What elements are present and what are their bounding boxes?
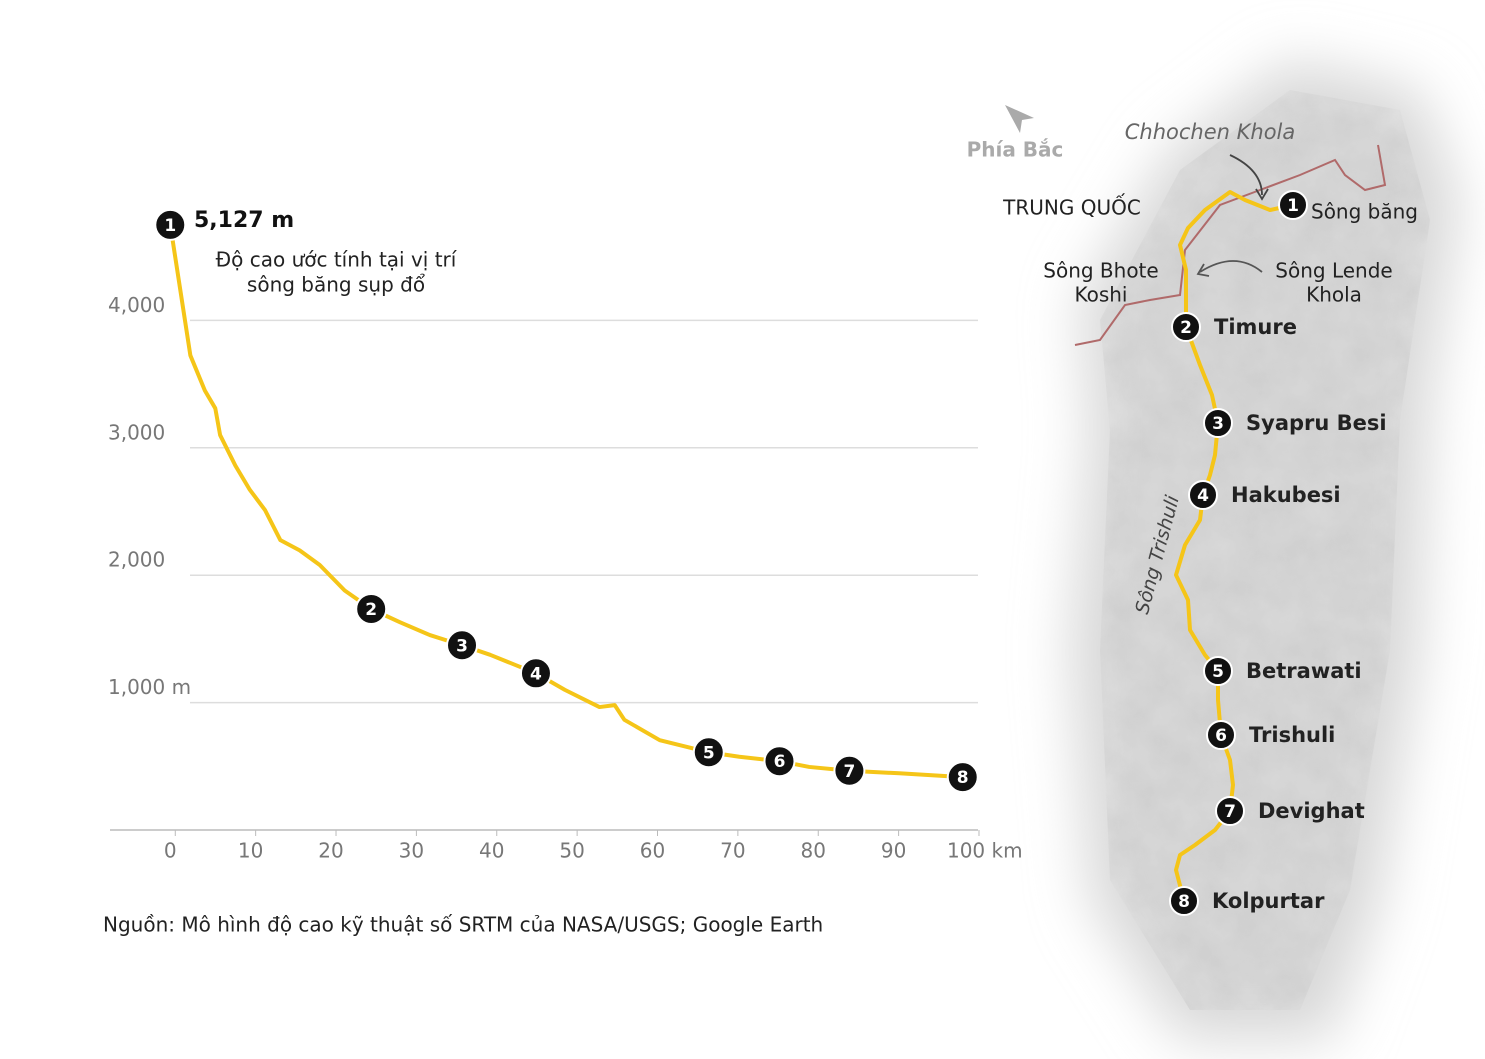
x-tick-label: 20 [318, 839, 343, 863]
x-tick-label: 80 [801, 839, 826, 863]
stop-marker [1215, 796, 1245, 826]
y-tick-label: 2,000 [108, 548, 165, 572]
stop-marker [1188, 480, 1218, 510]
marker [519, 657, 552, 690]
marker-label: 7 [843, 762, 855, 782]
arrow-head [1196, 263, 1210, 277]
x-tick-label: 10 [238, 839, 263, 863]
map-label: Sông Lende [1275, 259, 1392, 283]
stop-number: 7 [1224, 802, 1236, 822]
north-arrow [1005, 105, 1034, 133]
arrow-head [1255, 188, 1269, 201]
marker-label: 5 [703, 743, 715, 763]
stop-number: 3 [1212, 414, 1224, 434]
x-tick-label: 30 [399, 839, 424, 863]
x-tick-label: 60 [640, 839, 665, 863]
stop-number: 8 [1178, 892, 1190, 912]
stop-marker [1206, 720, 1236, 750]
arrow [1199, 260, 1263, 273]
y-tick-label: 4,000 [108, 293, 165, 317]
marker-label: 3 [456, 636, 468, 656]
stop-marker [1203, 408, 1233, 438]
arrow [1229, 154, 1263, 196]
marker [692, 736, 725, 769]
stop-name: Devighat [1258, 799, 1365, 823]
x-tick-label: 90 [881, 839, 906, 863]
annotation: Độ cao ước tính tại vị trí [216, 248, 458, 272]
x-tick-label: 100 km [947, 839, 1023, 863]
marker [446, 629, 479, 662]
stop-number: 6 [1215, 726, 1227, 746]
stop-name: Hakubesi [1231, 483, 1341, 507]
stop-marker [1171, 312, 1201, 342]
marker [833, 754, 866, 787]
stop-name: Trishuli [1249, 723, 1335, 747]
map-label: Khola [1306, 283, 1362, 307]
map-label: Koshi [1074, 283, 1127, 307]
stop-name: Betrawati [1246, 659, 1362, 683]
marker-label: 1 [164, 216, 176, 236]
stop-name: Syapru Besi [1246, 411, 1387, 435]
stop-marker [1278, 190, 1308, 220]
x-tick-label: 40 [479, 839, 504, 863]
map-label: Sông Bhote [1043, 259, 1158, 283]
source: Nguồn: Mô hình độ cao kỹ thuật số SRTM c… [103, 913, 823, 937]
y-tick-label: 3,000 [108, 420, 165, 444]
line [168, 224, 963, 780]
north-label: Phía Bắc [967, 138, 1064, 162]
marker-label: 2 [365, 600, 377, 620]
stop-number: 2 [1180, 318, 1192, 338]
x-tick-label: 50 [559, 839, 584, 863]
marker [946, 761, 979, 794]
marker [355, 592, 388, 625]
x-tick-label: 0 [164, 839, 177, 863]
stop-name: Kolpurtar [1212, 889, 1325, 913]
x-tick-label: 70 [720, 839, 745, 863]
map-label: Chhochen Khola [1125, 120, 1296, 144]
marker-label: 6 [774, 752, 786, 772]
stop-number: 1 [1287, 196, 1299, 216]
stop-name: Sông băng [1311, 200, 1418, 224]
stop-name: Timure [1214, 315, 1297, 339]
marker [154, 208, 187, 241]
annotation: sông băng sụp đổ [247, 273, 425, 297]
stop-number: 4 [1197, 486, 1209, 506]
annotation-value: 5,127 m [194, 208, 294, 233]
map-label: TRUNG QUỐC [1002, 194, 1141, 220]
marker [763, 745, 796, 778]
stop-marker [1203, 656, 1233, 686]
stop-marker [1169, 886, 1199, 916]
marker-label: 8 [957, 768, 969, 788]
marker-label: 4 [530, 664, 542, 684]
y-tick-label: 1,000 m [108, 675, 191, 699]
stop-number: 5 [1212, 662, 1224, 682]
